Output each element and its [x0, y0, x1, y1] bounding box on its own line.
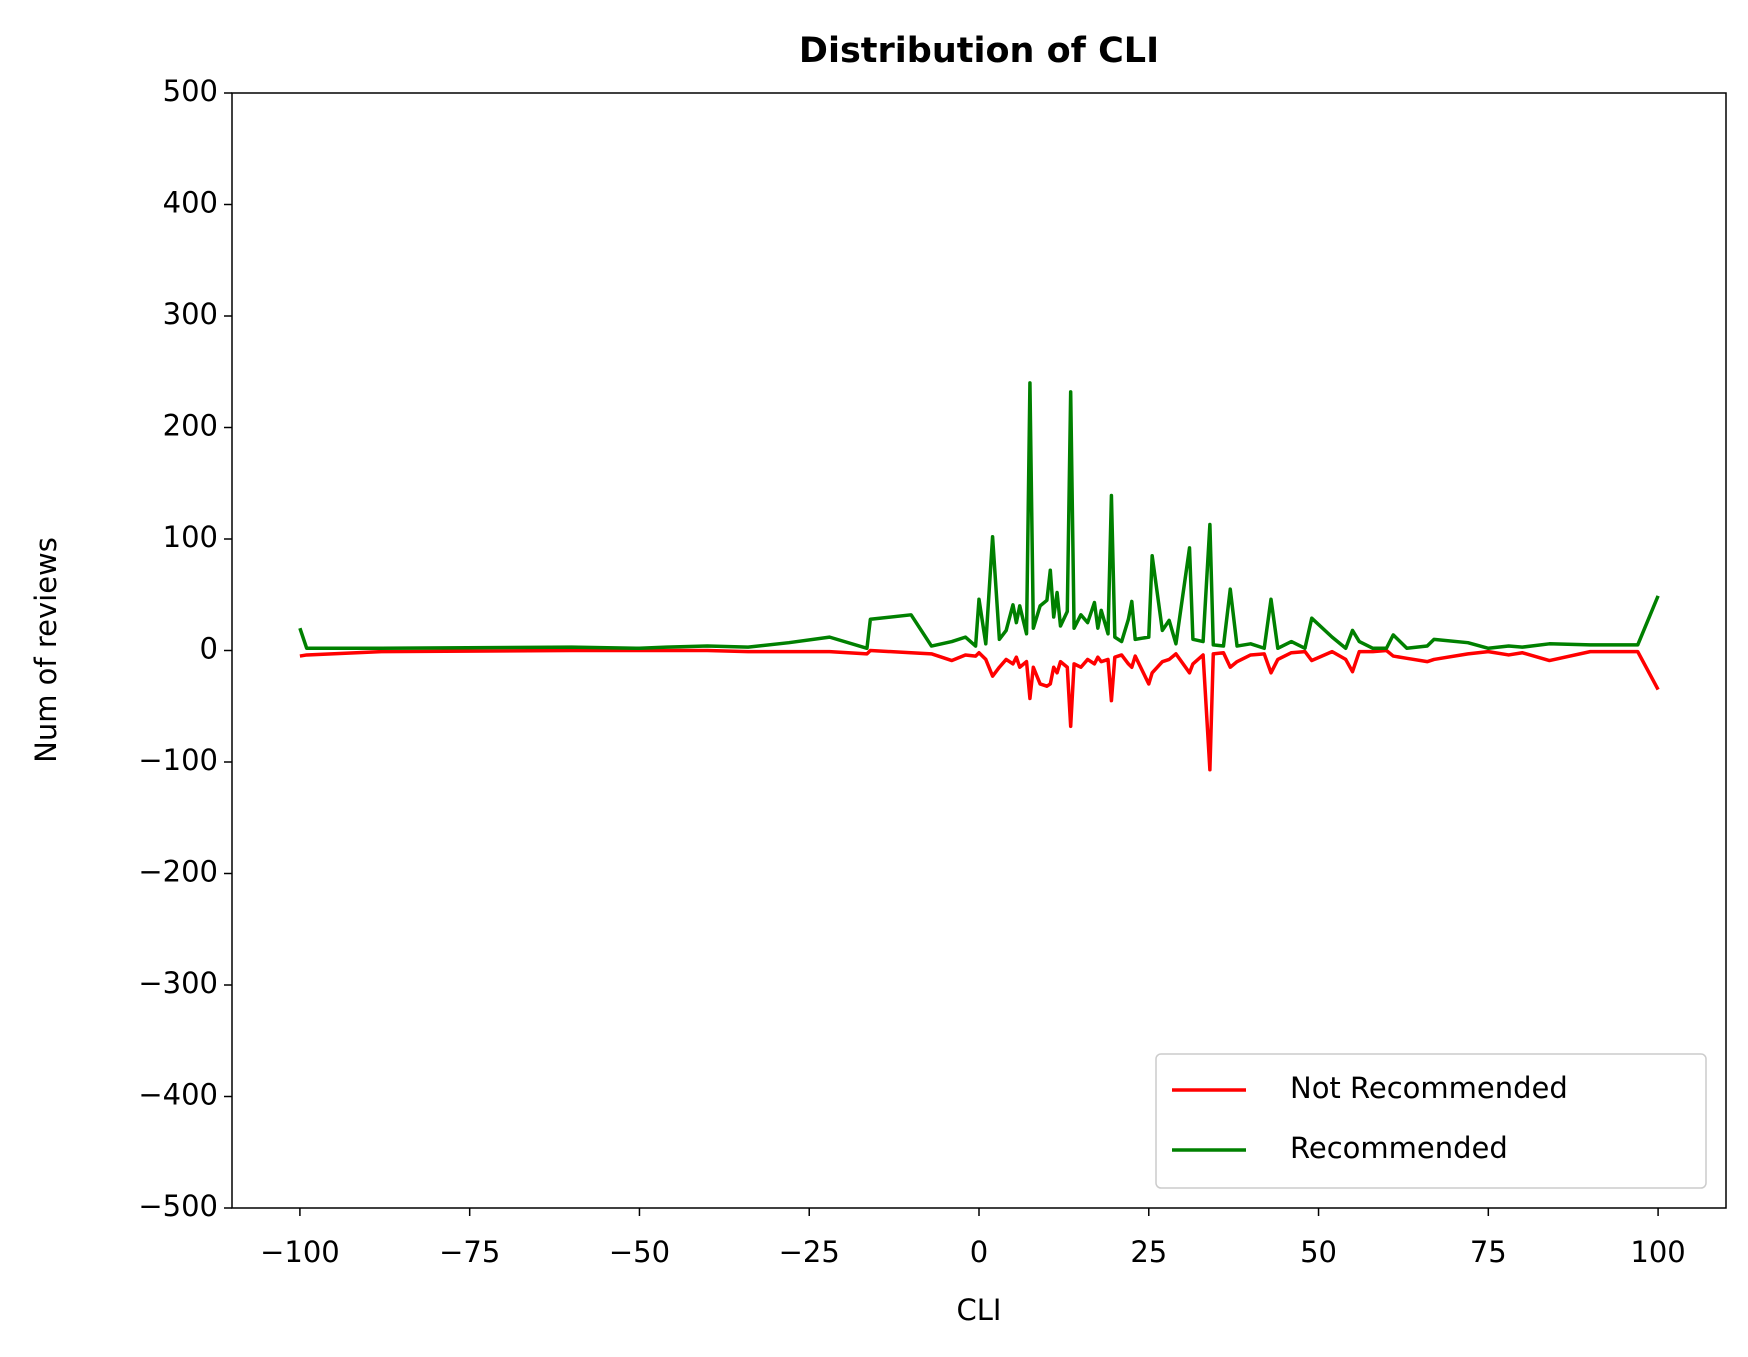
y-tick-label: −200: [138, 855, 218, 889]
x-tick-label: −25: [779, 1235, 840, 1269]
y-tick-label: −500: [138, 1189, 218, 1223]
legend-label: Recommended: [1290, 1131, 1508, 1165]
y-tick-label: 100: [163, 520, 218, 554]
y-tick-label: −400: [138, 1078, 218, 1112]
x-tick-label: −75: [439, 1235, 500, 1269]
y-axis-label: Num of reviews: [29, 537, 63, 763]
x-tick-label: −50: [609, 1235, 670, 1269]
y-tick-label: −300: [138, 966, 218, 1000]
x-axis-label: CLI: [957, 1293, 1002, 1327]
legend-box: [1155, 1053, 1707, 1189]
y-tick-label: 400: [163, 186, 218, 220]
x-tick-label: 100: [1630, 1235, 1685, 1269]
y-tick-label: 0: [200, 632, 218, 666]
legend-label: Not Recommended: [1290, 1071, 1568, 1105]
y-tick-label: 500: [163, 74, 218, 108]
y-tick-label: 200: [163, 409, 218, 443]
y-tick-label: 300: [163, 297, 218, 331]
series-line: [298, 381, 1660, 651]
series-line: [299, 648, 1660, 772]
x-tick-label: 50: [1300, 1235, 1337, 1269]
chart-title: Distribution of CLI: [799, 31, 1159, 71]
plot-frame: [231, 92, 1727, 1209]
x-tick-label: −100: [260, 1235, 340, 1269]
x-tick-label: 0: [970, 1235, 988, 1269]
x-tick-label: 75: [1470, 1235, 1507, 1269]
x-tick-label: 25: [1130, 1235, 1167, 1269]
y-tick-label: −100: [138, 743, 218, 777]
